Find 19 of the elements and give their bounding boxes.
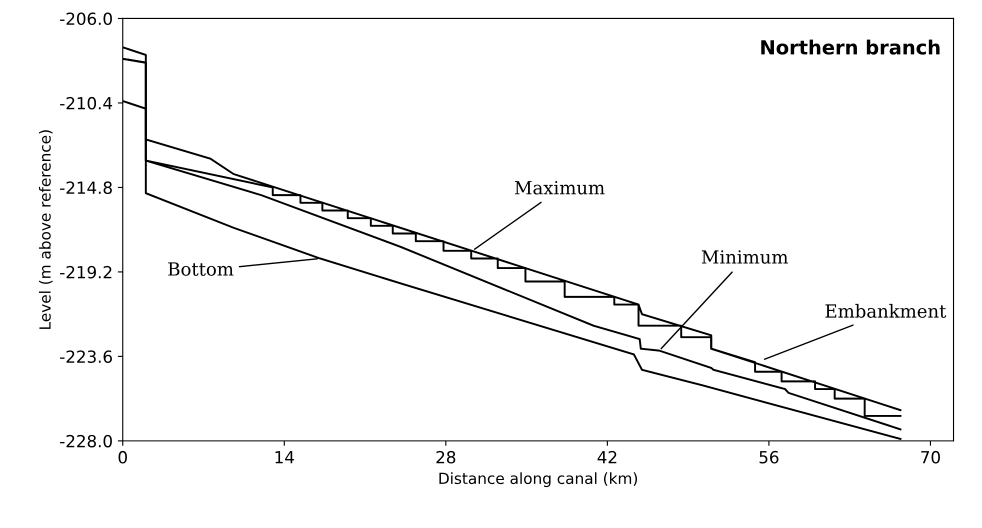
x-tick-label: 70 <box>921 450 940 464</box>
annotation: Maximum <box>514 180 605 195</box>
y-tick-label: -210.4 <box>60 96 112 110</box>
x-axis-title: Distance along canal (km) <box>439 472 638 488</box>
annotation: Embankment <box>825 304 946 318</box>
y-tick-label: -228.0 <box>60 434 112 448</box>
y-axis-title: Level (m above reference) <box>38 130 53 329</box>
annotation: Minimum <box>702 250 788 264</box>
text: Northern branch <box>761 40 940 55</box>
y-tick-label: -214.8 <box>60 181 112 194</box>
x-tick-label: 0 <box>118 450 127 464</box>
x-tick-label: 28 <box>436 450 456 464</box>
y-tick-label: -206.0 <box>60 12 112 26</box>
x-tick-label: 14 <box>276 451 294 464</box>
x-tick-label: 56 <box>760 450 778 464</box>
y-tick-label: -223.6 <box>60 350 112 363</box>
x-tick-label: 42 <box>598 450 616 464</box>
y-tick-label: -219.2 <box>60 266 112 278</box>
annotation: Bottom <box>168 262 234 276</box>
